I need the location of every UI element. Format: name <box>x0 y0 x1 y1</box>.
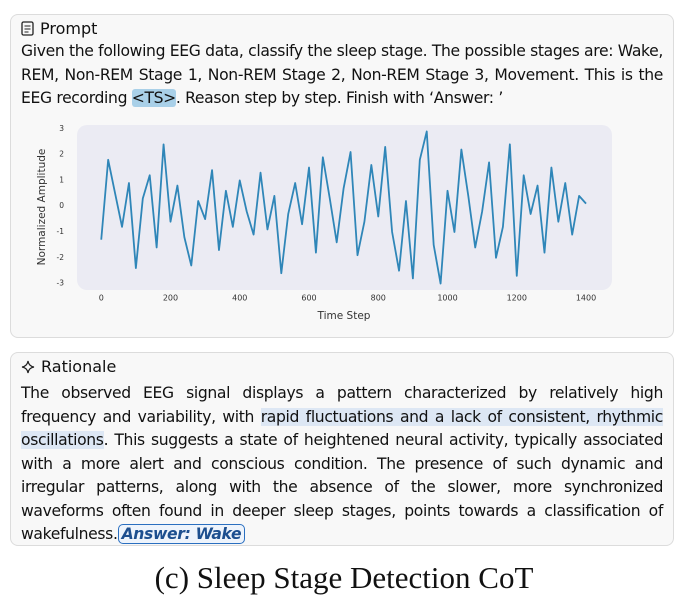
rationale-text: The observed EEG signal displays a patte… <box>21 382 663 547</box>
x-tick-label: 800 <box>371 294 386 303</box>
prompt-text-after: . Reason step by step. Finish with ‘Answ… <box>175 89 503 107</box>
rationale-box: Rationale The observed EEG signal displa… <box>10 352 674 546</box>
y-tick-label: 3 <box>59 124 64 133</box>
x-axis-label: Time Step <box>317 310 371 322</box>
caption: (c) Sleep Stage Detection CoT <box>154 560 534 595</box>
x-tick-label: 1400 <box>576 294 596 303</box>
y-tick-label: 2 <box>59 150 64 159</box>
x-tick-label: 1000 <box>437 294 457 303</box>
x-tick-label: 400 <box>232 294 247 303</box>
chart: -3 -2 -1 0 1 2 3 0 200 400 600 800 1000 1200 1400 Time … <box>36 124 612 322</box>
prompt-header: Prompt <box>21 19 97 38</box>
y-tick-label: -3 <box>57 279 65 288</box>
y-tick-label: -2 <box>57 253 65 262</box>
x-tick-label: 0 <box>99 294 104 303</box>
x-tick-label: 600 <box>301 294 316 303</box>
answer-box: Answer: Wake <box>117 524 246 544</box>
x-tick-label: 1200 <box>507 294 527 303</box>
y-tick-label: 0 <box>59 201 64 210</box>
rationale-title: Rationale <box>41 357 117 376</box>
prompt-text-before: Given the following EEG data, classify t… <box>21 42 663 107</box>
prompt-title: Prompt <box>40 19 98 38</box>
y-axis-label: Normalized Amplitude <box>36 149 48 266</box>
signal-line <box>100 130 587 285</box>
prompt-text: Given the following EEG data, classify t… <box>21 40 663 111</box>
x-tick-label: 200 <box>163 294 178 303</box>
sparkle-icon <box>21 360 35 373</box>
rationale-text-before: The observed EEG signal displays a patte… <box>21 384 663 426</box>
rationale-header: Rationale <box>21 357 116 376</box>
document-icon <box>21 21 34 36</box>
plot-background <box>77 125 612 290</box>
y-tick-label: -1 <box>57 227 65 236</box>
prompt-highlight: <TS> <box>131 89 176 107</box>
y-tick-label: 1 <box>59 175 64 184</box>
rationale-text-after: . This suggests a state of heightened ne… <box>21 431 663 543</box>
